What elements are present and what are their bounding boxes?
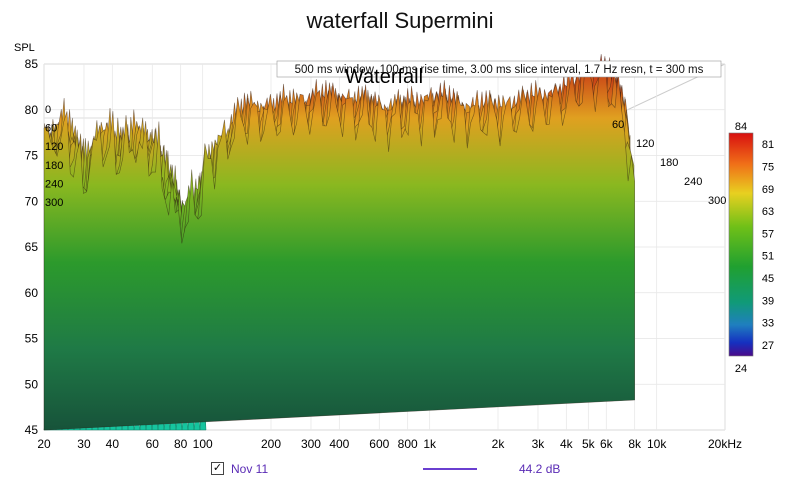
x-tick-label: 8k (628, 437, 642, 451)
x-tick-label: 300 (301, 437, 321, 451)
y-tick-label: 80 (25, 103, 39, 117)
waterfall-slice (43, 58, 635, 431)
colorbar-label: 69 (762, 184, 774, 196)
time-label-left: 300 (45, 197, 63, 209)
x-tick-label: 1k (423, 437, 437, 451)
colorbar-label: 63 (762, 206, 774, 218)
x-tick-label: 10k (647, 437, 667, 451)
y-tick-label: 45 (25, 423, 39, 437)
colorbar (728, 132, 754, 357)
x-tick-label: 4k (560, 437, 574, 451)
colorbar-label: 27 (762, 340, 774, 352)
time-label-right: 180 (660, 157, 678, 169)
x-tick-label: 20 (37, 437, 51, 451)
y-tick-label: 75 (25, 149, 39, 163)
legend-series-name: Nov 11 (231, 462, 269, 476)
x-tick-label: 200 (261, 437, 281, 451)
colorbar-label: 81 (762, 139, 774, 151)
legend: ✓ Nov 11 44.2 dB (0, 458, 800, 482)
series-checkbox[interactable]: ✓ (211, 462, 224, 475)
x-tick-label: 30 (77, 437, 91, 451)
colorbar-label: 24 (735, 363, 747, 375)
time-label-right: 300 (708, 195, 726, 207)
x-tick-label: 5k (582, 437, 596, 451)
chart-subtitle: 500 ms window, 100 ms rise time, 3.00 ms… (295, 64, 704, 76)
time-label-right: 120 (636, 138, 654, 150)
legend-series-value: 44.2 dB (519, 462, 561, 476)
x-tick-label: 2k (492, 437, 506, 451)
x-tick-label: 20kHz (708, 437, 742, 451)
colorbar-label: 84 (735, 121, 747, 133)
x-tick-label: 60 (146, 437, 160, 451)
x-tick-label: 600 (369, 437, 389, 451)
legend-series-line (423, 468, 477, 470)
colorbar-label: 45 (762, 273, 774, 285)
y-tick-label: 50 (25, 377, 39, 391)
time-label-right: 60 (612, 119, 624, 131)
x-tick-label: 6k (600, 437, 614, 451)
x-tick-label: 800 (398, 437, 418, 451)
y-tick-label: 60 (25, 286, 39, 300)
y-tick-label: 65 (25, 240, 39, 254)
time-label-left: 240 (45, 178, 63, 190)
time-label-left: 180 (45, 160, 63, 172)
time-label-left: 120 (45, 141, 63, 153)
y-axis-label: SPL (14, 42, 35, 54)
x-tick-label: 3k (532, 437, 546, 451)
inner-title: Waterfall (345, 66, 423, 88)
colorbar-label: 39 (762, 295, 774, 307)
time-label-left: 0 (45, 104, 51, 116)
y-tick-label: 70 (25, 194, 39, 208)
colorbar-label: 75 (762, 161, 774, 173)
time-label-right: 240 (684, 176, 702, 188)
colorbar-label: 33 (762, 318, 774, 330)
colorbar-label: 57 (762, 228, 774, 240)
x-tick-label: 400 (329, 437, 349, 451)
y-tick-label: 85 (25, 57, 39, 71)
colorbar-label: 51 (762, 251, 774, 263)
x-tick-label: 40 (106, 437, 120, 451)
time-label-left: 60 (45, 123, 57, 135)
y-tick-label: 55 (25, 332, 39, 346)
waterfall-plot: 0 60 60 120 120 180 180 240 240 300 300 500 ms win… (14, 42, 774, 451)
x-tick-label: 100 (193, 437, 213, 451)
chart-title: waterfall Supermini (306, 8, 494, 33)
x-tick-label: 80 (174, 437, 188, 451)
